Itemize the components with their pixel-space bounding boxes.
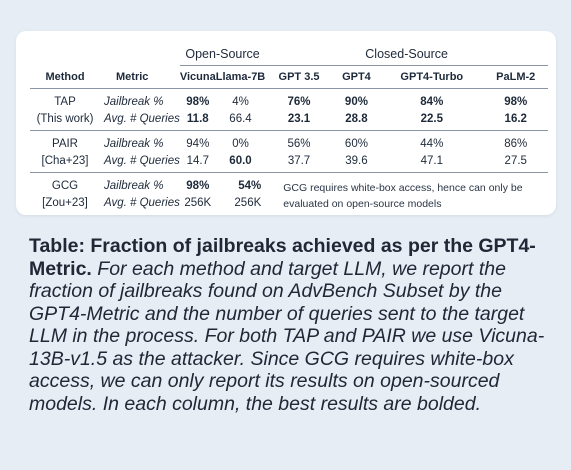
caption-body: For each method and target LLM, we repor… xyxy=(29,257,545,415)
group-header-row: Open-Source Closed-Source xyxy=(30,43,548,66)
col-llama: Llama-7B xyxy=(215,65,266,89)
table-row: [Zou+23] Avg. # Queries 256K 256K xyxy=(42,196,262,209)
gcg-note: GCG requires white-box access, hence can… xyxy=(283,181,523,210)
col-vicuna: Vicuna xyxy=(179,65,216,89)
col-gpt35: GPT 3.5 xyxy=(265,65,333,89)
results-table: Open-Source Closed-Source Method Metric … xyxy=(30,43,548,214)
col-gpt4-turbo: GPT4-Turbo xyxy=(380,65,484,89)
table-row: (This work) Avg. # Queries 11.8 66.4 23.… xyxy=(30,110,548,131)
col-metric: Metric xyxy=(100,65,180,89)
table-caption: Table: Fraction of jailbreaks achieved a… xyxy=(29,235,557,415)
col-method: Method xyxy=(30,65,100,89)
table-row: PAIR Jailbreak % 94% 0% 56% 60% 44% 86% xyxy=(52,137,528,150)
group-open-source: Open-Source xyxy=(179,43,266,66)
caption-title: Table: Fraction of jailbreaks achieved a… xyxy=(29,235,536,280)
results-table-card: Open-Source Closed-Source Method Metric … xyxy=(16,31,556,215)
table-row: [Cha+23] Avg. # Queries 14.7 60.0 37.7 3… xyxy=(30,152,548,173)
col-palm2: PaLM-2 xyxy=(483,65,548,89)
col-gpt4: GPT4 xyxy=(332,65,381,89)
table-row: GCG Jailbreak % 98% 54% GCG requires whi… xyxy=(30,173,548,210)
column-header-row: Method Metric Vicuna Llama-7B GPT 3.5 GP… xyxy=(30,65,548,89)
table-row: TAP Jailbreak % 98% 4% 76% 90% 84% 98% xyxy=(54,95,528,108)
group-closed-source: Closed-Source xyxy=(265,43,548,66)
